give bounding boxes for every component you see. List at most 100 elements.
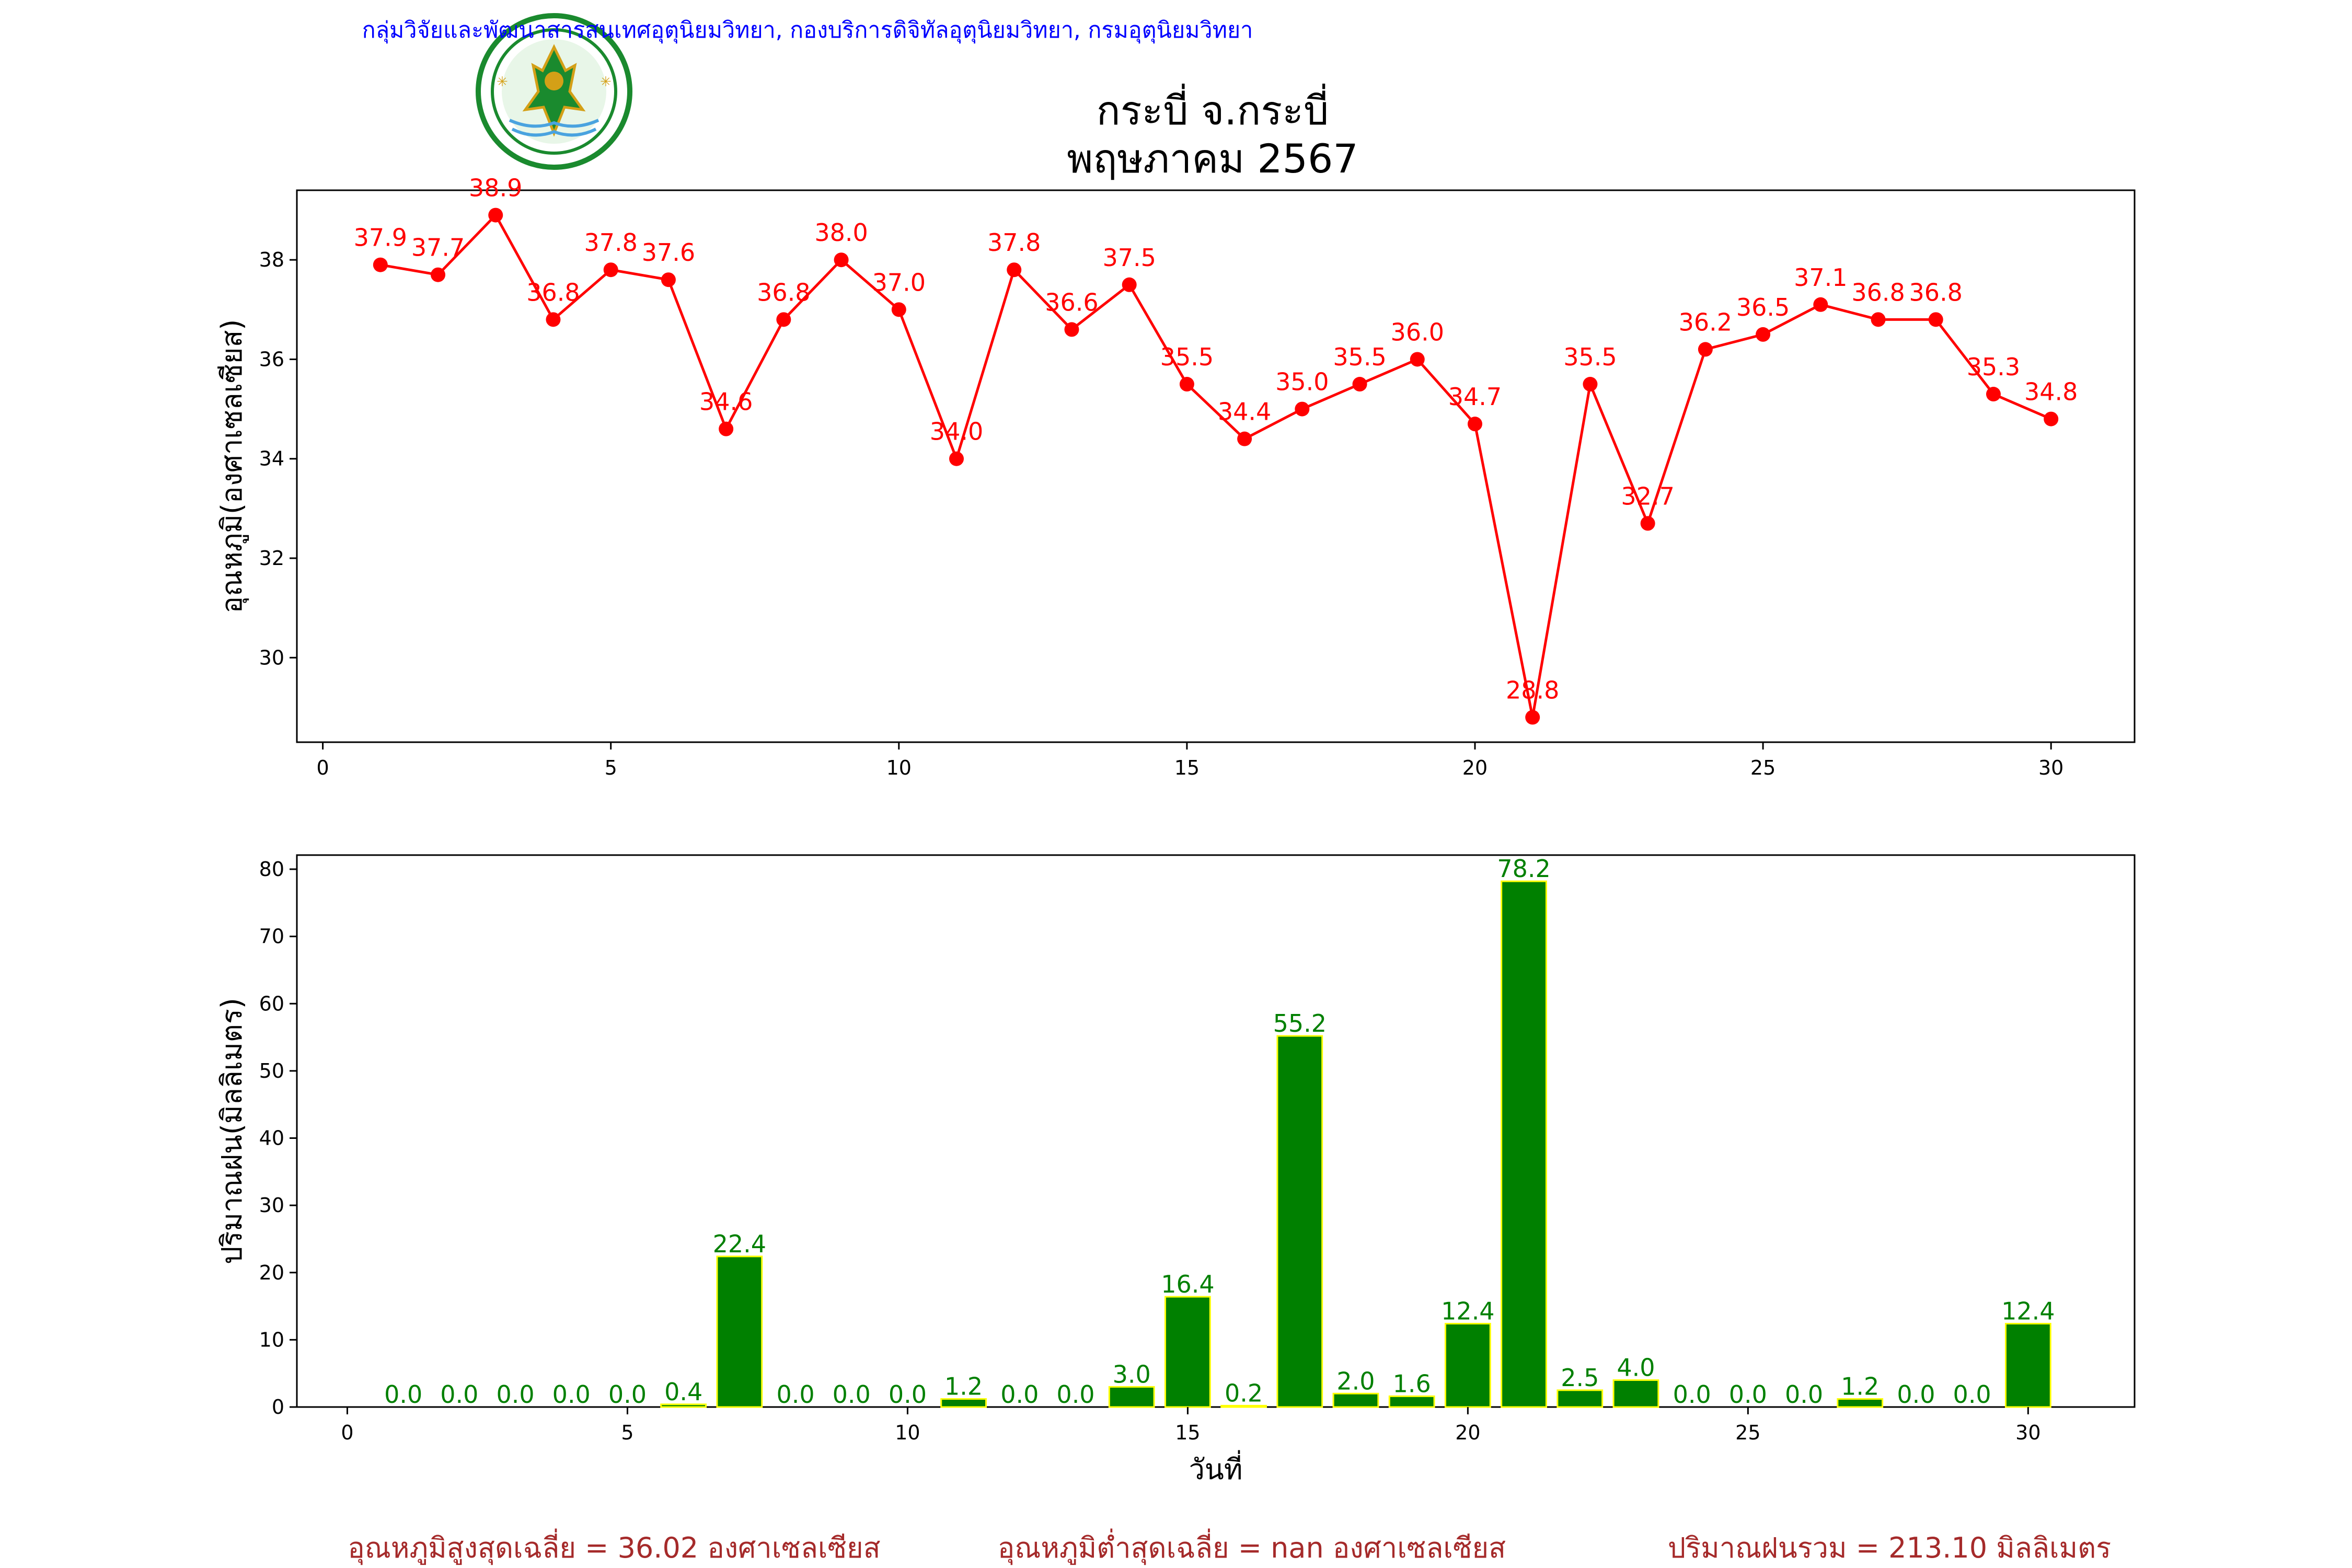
rainfall-bar bbox=[1501, 880, 1547, 1408]
rainfall-data-label: 0.0 bbox=[1729, 1380, 1767, 1409]
temperature-point bbox=[1871, 312, 1886, 327]
rainfall-bar bbox=[1445, 1323, 1491, 1408]
temperature-point bbox=[949, 451, 964, 466]
rainfall-data-label: 1.2 bbox=[1841, 1373, 1879, 1401]
temperature-point bbox=[1295, 401, 1310, 417]
temperature-point bbox=[1928, 312, 1943, 327]
rainfall-data-label: 0.0 bbox=[1953, 1380, 1991, 1409]
rainfall-x-tick-label: 10 bbox=[895, 1421, 920, 1444]
rainfall-data-label: 1.6 bbox=[1393, 1369, 1431, 1398]
temperature-chart: อุณหภูมิ(องศาเซลเซียส) 0 5 10 15 20 25 30 30 32… bbox=[215, 174, 2136, 779]
rainfall-y-tick-label: 50 bbox=[259, 1059, 284, 1082]
temperature-point bbox=[546, 312, 561, 327]
temperature-y-ticks: 30 32 34 36 38 bbox=[259, 248, 297, 669]
rainfall-data-label: 0.0 bbox=[1785, 1380, 1823, 1409]
temperature-data-label: 28.8 bbox=[1506, 676, 1559, 704]
footer-min-temp-average: อุณหภูมิต่ำสุดเฉลี่ย = nan องศาเซลเซียส bbox=[998, 1528, 1506, 1565]
temperature-data-label: 37.5 bbox=[1102, 244, 1156, 272]
temperature-y-tick-label: 38 bbox=[259, 248, 284, 271]
rainfall-y-tick-label: 40 bbox=[259, 1127, 284, 1150]
temperature-point bbox=[2044, 411, 2059, 426]
rainfall-bar bbox=[1332, 1392, 1379, 1408]
temperature-point bbox=[1410, 352, 1425, 367]
temperature-data-label: 35.5 bbox=[1333, 343, 1386, 371]
rainfall-data-label: 0.4 bbox=[664, 1378, 702, 1406]
temperature-x-tick-label: 0 bbox=[317, 756, 329, 779]
rainfall-x-tick-label: 0 bbox=[341, 1421, 353, 1444]
rainfall-bar bbox=[1557, 1389, 1604, 1408]
temperature-data-label: 36.5 bbox=[1736, 293, 1790, 321]
temperature-data-label: 36.8 bbox=[1909, 278, 1963, 306]
temperature-data-label: 34.7 bbox=[1448, 383, 1502, 411]
rainfall-bars bbox=[660, 880, 2051, 1408]
rainfall-data-label: 0.0 bbox=[1056, 1380, 1094, 1409]
temperature-x-tick-label: 15 bbox=[1174, 756, 1200, 779]
svg-text:✳: ✳ bbox=[497, 74, 508, 90]
rainfall-data-label: 22.4 bbox=[713, 1230, 766, 1258]
temperature-plot-frame bbox=[296, 189, 2136, 743]
rainfall-bar bbox=[1276, 1035, 1323, 1408]
rainfall-data-label: 55.2 bbox=[1273, 1009, 1327, 1037]
temperature-point bbox=[1467, 417, 1482, 432]
temperature-point bbox=[1583, 377, 1598, 392]
temperature-x-ticks: 0 5 10 15 20 25 30 bbox=[317, 742, 2063, 779]
rainfall-data-label: 0.0 bbox=[384, 1380, 422, 1409]
temperature-point bbox=[488, 207, 503, 223]
rainfall-data-label: 0.0 bbox=[496, 1380, 534, 1409]
temperature-point bbox=[891, 302, 906, 317]
temperature-data-label: 35.3 bbox=[1967, 353, 2020, 381]
rainfall-data-label: 2.5 bbox=[1561, 1364, 1599, 1392]
temperature-data-label: 36.6 bbox=[1045, 288, 1098, 316]
temperature-point bbox=[1525, 710, 1540, 725]
temperature-data-label: 37.0 bbox=[872, 268, 926, 296]
temperature-data-label: 37.9 bbox=[354, 224, 407, 252]
rainfall-bar bbox=[1612, 1379, 1659, 1408]
rainfall-y-tick-label: 30 bbox=[259, 1194, 284, 1217]
temperature-point bbox=[373, 257, 388, 272]
temperature-y-tick-label: 36 bbox=[259, 348, 284, 371]
temperature-data-label: 34.4 bbox=[1218, 398, 1271, 426]
temperature-points bbox=[373, 207, 2059, 725]
rainfall-data-label: 0.2 bbox=[1225, 1379, 1263, 1407]
rainfall-data-label: 1.2 bbox=[944, 1373, 983, 1401]
rainfall-bar bbox=[1837, 1398, 1884, 1408]
temperature-y-tick-label: 34 bbox=[259, 447, 284, 470]
svg-text:✳: ✳ bbox=[600, 74, 612, 90]
rainfall-bar bbox=[1220, 1404, 1267, 1408]
rainfall-y-tick-label: 0 bbox=[272, 1396, 284, 1419]
temperature-y-tick-label: 32 bbox=[259, 547, 284, 570]
temperature-data-label: 36.8 bbox=[1851, 278, 1905, 306]
rainfall-bar bbox=[1108, 1386, 1155, 1408]
temperature-point bbox=[1064, 322, 1079, 337]
temperature-data-label: 37.8 bbox=[987, 228, 1041, 257]
rainfall-data-label: 2.0 bbox=[1336, 1367, 1375, 1395]
temperature-data-label: 36.8 bbox=[526, 278, 580, 306]
rainfall-bar bbox=[1165, 1296, 1211, 1408]
rainfall-data-label: 0.0 bbox=[1673, 1380, 1711, 1409]
temperature-data-labels: 37.9 37.738.936.837.8 37.634.636.838.037.0… bbox=[354, 174, 2078, 705]
rainfall-data-label: 0.0 bbox=[889, 1380, 927, 1409]
rainfall-data-label: 0.0 bbox=[608, 1380, 647, 1409]
temperature-x-tick-label: 30 bbox=[2038, 756, 2063, 779]
temperature-point bbox=[1352, 377, 1367, 392]
temperature-point bbox=[1986, 387, 2001, 402]
rainfall-data-label: 4.0 bbox=[1617, 1354, 1655, 1382]
rainfall-data-label: 0.0 bbox=[1000, 1380, 1039, 1409]
temperature-point bbox=[1122, 277, 1137, 292]
temperature-data-label: 37.1 bbox=[1794, 263, 1847, 292]
agency-header: กลุ่มวิจัยและพัฒนาสารสนเทศอุตุนิยมวิทยา,… bbox=[362, 17, 1253, 44]
temperature-series-line bbox=[380, 213, 2052, 718]
temperature-data-label: 35.5 bbox=[1160, 343, 1214, 371]
temperature-point bbox=[603, 262, 618, 278]
temperature-point bbox=[431, 267, 446, 282]
temperature-point bbox=[1756, 327, 1771, 342]
footer-max-temp-average: อุณหภูมิสูงสุดเฉลี่ย = 36.02 องศาเซลเซีย… bbox=[348, 1528, 880, 1565]
rainfall-data-label: 16.4 bbox=[1161, 1270, 1214, 1298]
temperature-x-tick-label: 25 bbox=[1750, 756, 1775, 779]
rainfall-y-tick-label: 60 bbox=[259, 992, 284, 1015]
temperature-point bbox=[1237, 431, 1252, 446]
chart-title-station: กระบี่ จ.กระบี่ bbox=[1097, 84, 1329, 134]
temperature-point bbox=[1813, 297, 1828, 312]
temperature-x-tick-label: 20 bbox=[1462, 756, 1488, 779]
